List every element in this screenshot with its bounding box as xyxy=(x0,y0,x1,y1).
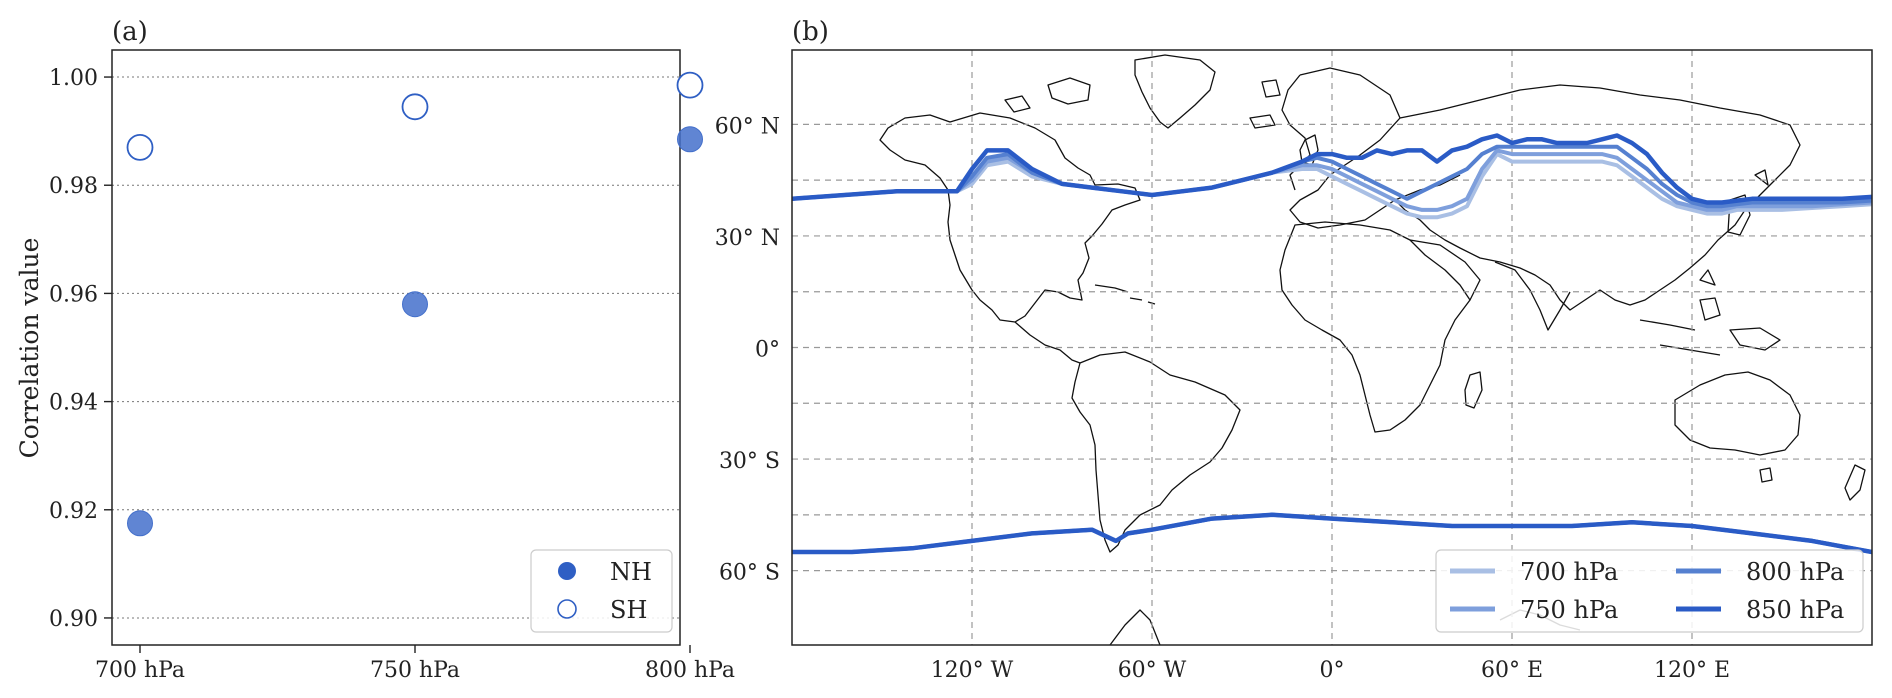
panel-a-ylabel: Correlation value xyxy=(15,238,44,459)
panel-b-legend: 700 hPa 750 hPa 800 hPa 850 hPa xyxy=(1435,549,1864,633)
panel-a-scatter: (a) 0.90 0.92 0.94 0.96 0.98 1.00 700 hPa 750 … xyxy=(15,17,735,683)
lat-label: 30° S xyxy=(719,449,780,474)
coast-new-zealand xyxy=(1844,464,1866,501)
sh-point xyxy=(401,93,429,121)
lon-label: 120° E xyxy=(1654,658,1730,683)
panel-a-xticks: 700 hPa 750 hPa 800 hPa xyxy=(95,645,735,683)
lon-label: 0° xyxy=(1320,658,1345,683)
legend-sh-label: SH xyxy=(610,596,647,624)
sh-point xyxy=(676,71,704,99)
legend-nh-marker xyxy=(558,562,576,580)
lat-label: 30° N xyxy=(715,226,780,251)
nh-point xyxy=(677,126,703,153)
panel-a-frame xyxy=(111,49,681,646)
lat-label: 60° N xyxy=(715,114,780,139)
panel-a-points xyxy=(126,71,704,537)
panel-a-xtick-label: 750 hPa xyxy=(370,658,460,683)
panel-b-jet-lines xyxy=(792,133,1872,555)
sh-point xyxy=(126,133,154,161)
lon-label: 60° W xyxy=(1118,658,1187,683)
legend-700-label: 700 hPa xyxy=(1520,558,1618,586)
panel-a-ytick-label: 1.00 xyxy=(49,66,98,91)
panel-b-legend-box xyxy=(1435,549,1864,633)
nh-point xyxy=(402,291,428,318)
panel-a-ytick-label: 0.94 xyxy=(49,391,98,416)
coast-europe xyxy=(1281,67,1461,229)
panel-a-xtick-label: 800 hPa xyxy=(645,658,735,683)
legend-800-label: 800 hPa xyxy=(1746,558,1844,586)
panel-a-label: (a) xyxy=(112,17,148,47)
legend-850-label: 850 hPa xyxy=(1746,596,1844,624)
lon-label: 120° W xyxy=(931,658,1014,683)
panel-a-ytick-label: 0.98 xyxy=(49,174,98,199)
coast-south-america xyxy=(1071,351,1241,553)
coast-arabia-india xyxy=(1409,239,1571,331)
panel-a-ytick-label: 0.96 xyxy=(49,282,98,307)
coast-maritime-asia xyxy=(1639,269,1781,356)
coast-madagascar xyxy=(1464,371,1483,409)
legend-nh-label: NH xyxy=(610,558,652,586)
panel-a-yticks: 0.90 0.92 0.94 0.96 0.98 1.00 xyxy=(49,66,112,632)
coast-africa xyxy=(1279,221,1471,433)
coast-australia xyxy=(1674,371,1801,483)
nh-point xyxy=(127,510,153,537)
jet-line-850-hpa-nh xyxy=(792,133,1872,205)
coast-caribbean xyxy=(1094,284,1156,305)
legend-sh-marker xyxy=(557,599,577,619)
coast-asia xyxy=(1394,84,1801,311)
panel-b-label: (b) xyxy=(792,17,829,47)
lat-label: 60° S xyxy=(719,561,780,586)
panel-b-lon-labels: 120° W 60° W 0° 60° E 120° E xyxy=(931,658,1730,683)
legend-750-label: 750 hPa xyxy=(1520,596,1618,624)
panel-b-frame xyxy=(791,49,1873,646)
jet-line-850-hpa-sh xyxy=(792,512,1872,555)
panel-a-ytick-label: 0.92 xyxy=(49,499,98,524)
panel-b-lat-labels: 60° N 30° N 0° 30° S 60° S xyxy=(715,114,780,585)
panel-b-map: (b) xyxy=(715,17,1873,683)
lon-label: 60° E xyxy=(1481,658,1543,683)
coast-greenland xyxy=(1134,54,1216,129)
panel-a-gridlines xyxy=(112,76,680,619)
panel-a-xtick-label: 700 hPa xyxy=(95,658,185,683)
panel-a-legend: NH SH xyxy=(530,549,673,633)
coast-arctic-islands xyxy=(1004,77,1281,113)
coast-north-america xyxy=(879,112,1141,323)
panel-a-ytick-label: 0.90 xyxy=(49,607,98,632)
coast-central-america xyxy=(1014,321,1081,364)
lat-label: 0° xyxy=(755,338,780,363)
